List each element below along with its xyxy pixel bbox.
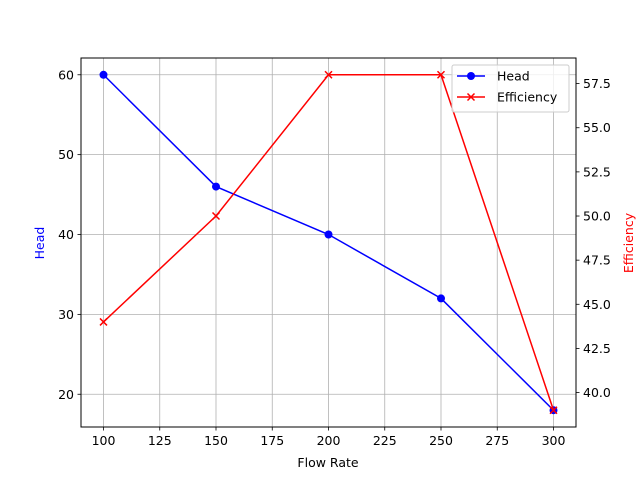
head-point-marker-icon <box>324 230 333 239</box>
right-y-tick-label: 42.5 <box>583 341 611 356</box>
left-y-axis-ticks: 20 30 40 50 60 <box>58 67 81 402</box>
x-tick-label: 300 <box>542 433 566 448</box>
left-y-tick-label: 60 <box>58 67 74 82</box>
left-y-tick-label: 20 <box>58 387 74 402</box>
grid-lines <box>81 58 576 427</box>
x-tick-label: 150 <box>204 433 228 448</box>
efficiency-point-marker-icon <box>211 211 221 221</box>
efficiency-point-marker-icon <box>549 406 558 415</box>
x-tick-label: 225 <box>373 433 397 448</box>
efficiency-point-marker-icon <box>99 317 108 326</box>
right-y-tick-label: 57.5 <box>583 76 611 91</box>
right-y-tick-label: 55.0 <box>583 120 611 135</box>
x-axis-ticks: 100 125 150 175 200 225 250 275 300 <box>92 427 566 448</box>
legend: Head Efficiency <box>451 64 570 113</box>
right-y-tick-label: 47.5 <box>583 253 611 268</box>
right-y-tick-label: 50.0 <box>583 209 611 224</box>
left-y-tick-label: 30 <box>58 307 74 322</box>
x-tick-label: 125 <box>148 433 172 448</box>
right-y-axis-label: Efficiency <box>621 212 636 273</box>
x-tick-label: 250 <box>429 433 453 448</box>
right-y-tick-label: 52.5 <box>583 164 611 179</box>
x-axis-label: Flow Rate <box>297 455 358 470</box>
right-y-tick-label: 40.0 <box>583 385 611 400</box>
efficiency-point-marker-icon <box>324 70 333 79</box>
legend-head-label: Head <box>497 69 530 84</box>
left-y-tick-label: 40 <box>58 227 74 242</box>
head-point-marker-icon <box>212 182 220 191</box>
right-y-axis-ticks: 40.0 42.5 45.0 47.5 50.0 52.5 55.0 57.5 <box>576 76 611 400</box>
efficiency-point-marker-icon <box>436 70 446 79</box>
legend-head-marker-icon <box>467 72 475 80</box>
head-point-marker-icon <box>437 294 445 303</box>
x-tick-label: 275 <box>485 433 509 448</box>
legend-efficiency-label: Efficiency <box>497 90 558 105</box>
legend-efficiency-marker-icon <box>466 92 476 102</box>
left-y-tick-label: 50 <box>58 147 74 162</box>
left-y-axis-label: Head <box>32 227 47 260</box>
head-point-marker-icon <box>99 70 108 79</box>
x-tick-label: 100 <box>92 433 116 448</box>
x-tick-label: 200 <box>317 433 341 448</box>
right-y-tick-label: 45.0 <box>583 297 611 312</box>
x-tick-label: 175 <box>260 433 284 448</box>
plot-series <box>99 70 558 415</box>
